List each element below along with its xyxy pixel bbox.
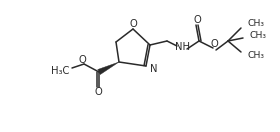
Text: CH₃: CH₃ xyxy=(247,51,264,60)
Text: O: O xyxy=(129,19,137,29)
Text: O: O xyxy=(210,39,218,49)
Text: NH: NH xyxy=(174,42,190,52)
Text: N: N xyxy=(150,64,157,74)
Text: O: O xyxy=(193,15,201,25)
Text: O: O xyxy=(78,55,86,65)
Text: O: O xyxy=(94,87,102,97)
Polygon shape xyxy=(98,62,119,74)
Text: CH₃: CH₃ xyxy=(248,20,265,29)
Text: CH₃: CH₃ xyxy=(249,32,266,41)
Text: H₃C: H₃C xyxy=(51,66,69,76)
